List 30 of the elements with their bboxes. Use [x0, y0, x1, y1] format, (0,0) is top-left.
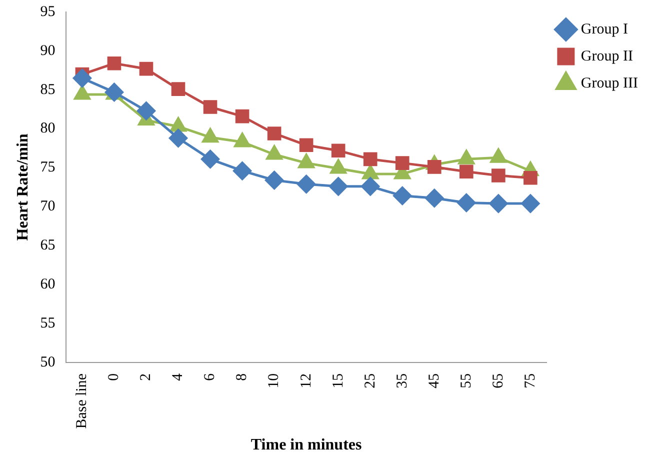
x-tick-label: 15 — [330, 373, 346, 388]
y-tick-label: 60 — [40, 276, 56, 292]
y-tick-label: 85 — [40, 82, 56, 98]
y-tick-label: 90 — [40, 42, 56, 59]
legend-label: Group I — [580, 21, 628, 38]
x-axis-title: Time in minutes — [250, 436, 362, 454]
y-tick-label: 95 — [40, 4, 56, 20]
x-tick-label: 2 — [138, 373, 154, 381]
x-tick-label: 25 — [362, 373, 378, 388]
x-tick-label: 10 — [266, 373, 282, 388]
y-tick-label: 80 — [40, 120, 56, 137]
y-tick-label: 70 — [40, 198, 56, 215]
x-tick-label: 55 — [458, 373, 474, 388]
x-tick-label: 8 — [234, 373, 250, 381]
y-axis-title: Heart Rate/min — [14, 134, 32, 241]
y-tick-label: 50 — [40, 354, 56, 370]
y-tick-label: 65 — [40, 238, 56, 254]
x-tick-label: 75 — [522, 373, 538, 388]
y-tick-label: 75 — [40, 160, 56, 176]
x-tick-label: 65 — [490, 373, 506, 388]
x-tick-label: Base line — [74, 373, 90, 429]
legend-label: Group II — [580, 48, 634, 64]
x-tick-label: 35 — [394, 373, 410, 388]
x-tick-label: 45 — [426, 373, 442, 388]
x-tick-label: 4 — [170, 372, 186, 381]
x-tick-label: 12 — [298, 373, 314, 388]
x-tick-label: 6 — [202, 372, 218, 381]
legend-label: Group III — [580, 75, 638, 92]
y-tick-label: 55 — [40, 315, 56, 332]
x-tick-label: 0 — [106, 373, 122, 381]
